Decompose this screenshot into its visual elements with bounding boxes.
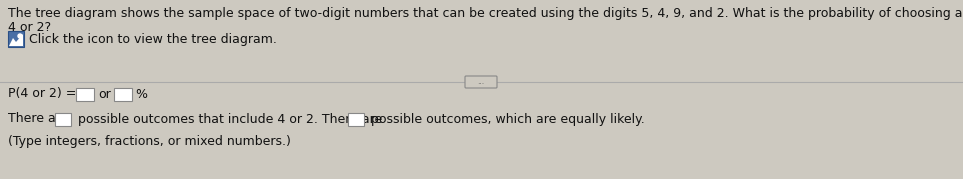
Bar <box>8 31 24 47</box>
Polygon shape <box>9 34 23 46</box>
Text: P(4 or 2) =: P(4 or 2) = <box>8 88 76 100</box>
Text: Click the icon to view the tree diagram.: Click the icon to view the tree diagram. <box>29 33 277 45</box>
Bar <box>55 112 71 125</box>
Text: possible outcomes, which are equally likely.: possible outcomes, which are equally lik… <box>367 112 645 125</box>
FancyBboxPatch shape <box>465 76 497 88</box>
Text: The tree diagram shows the sample space of two-digit numbers that can be created: The tree diagram shows the sample space … <box>8 7 963 20</box>
Text: There are: There are <box>8 112 72 125</box>
Bar <box>348 112 364 125</box>
Text: ...: ... <box>478 78 484 86</box>
Text: or: or <box>98 88 111 100</box>
Text: 4 or 2?: 4 or 2? <box>8 21 51 34</box>
Circle shape <box>18 34 22 38</box>
Bar <box>114 88 132 100</box>
Bar <box>76 88 94 100</box>
Text: possible outcomes that include 4 or 2. There are: possible outcomes that include 4 or 2. T… <box>74 112 386 125</box>
Text: %: % <box>135 88 147 100</box>
Text: (Type integers, fractions, or mixed numbers.): (Type integers, fractions, or mixed numb… <box>8 134 291 147</box>
